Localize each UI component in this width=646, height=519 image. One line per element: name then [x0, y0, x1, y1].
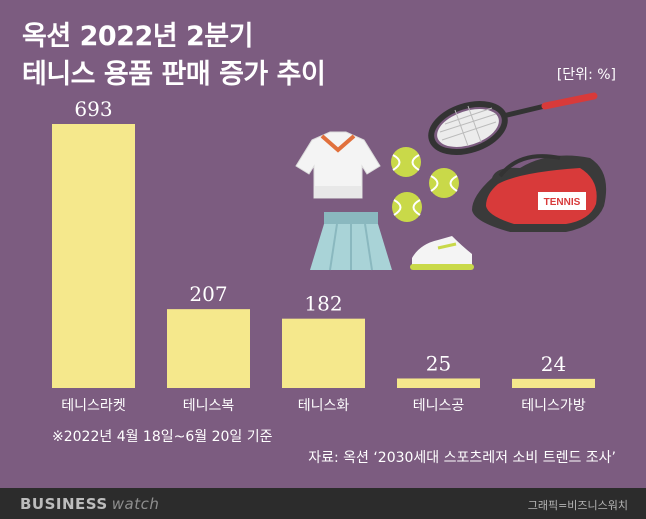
bar-테니스라켓: [52, 124, 135, 388]
tennis-shirt-icon: [295, 131, 381, 199]
chart-title-line1: 옥션 2022년 2분기: [22, 21, 253, 52]
tennis-ball-icon: [391, 147, 459, 222]
tennis-skirt-icon: [310, 212, 392, 271]
category-label: 테니스라켓: [61, 398, 126, 414]
tennis-racket-icon: [428, 92, 598, 155]
bag-label: TENNIS: [544, 197, 581, 208]
category-label: 테니스화: [298, 398, 350, 414]
brand-main: BUSINESS: [20, 495, 108, 513]
footer-bar: BUSINESS watch 그래픽=비즈니스워치: [0, 488, 646, 519]
bar-테니스복: [167, 309, 250, 388]
graphic-credit: 그래픽=비즈니스워치: [527, 499, 628, 512]
bar-테니스가방: [512, 378, 595, 388]
brand-sub: watch: [111, 495, 160, 513]
unit-label: [단위: %]: [556, 67, 616, 83]
bar-value-label: 693: [74, 97, 112, 121]
bar-테니스공: [397, 378, 480, 388]
category-label: 테니스가방: [521, 398, 586, 414]
bar-value-label: 24: [541, 352, 566, 376]
category-label: 테니스공: [413, 398, 465, 414]
period-note: ※2022년 4월 18일~6월 20일 기준: [52, 429, 273, 445]
tennis-bag-icon: TENNIS: [472, 154, 607, 232]
category-label: 테니스복: [183, 398, 235, 414]
brand-logo: BUSINESS watch: [20, 495, 159, 513]
bar-value-label: 25: [426, 351, 451, 375]
bar-테니스화: [282, 318, 365, 388]
chart-title-line2: 테니스 용품 판매 증가 추이: [22, 59, 326, 90]
tennis-shoe-icon: [410, 236, 474, 270]
bar-value-label: 182: [304, 292, 342, 316]
bar-value-label: 207: [189, 282, 227, 306]
source-note: 자료: 옥션 ‘2030세대 스포츠레저 소비 트렌드 조사’: [308, 450, 616, 466]
